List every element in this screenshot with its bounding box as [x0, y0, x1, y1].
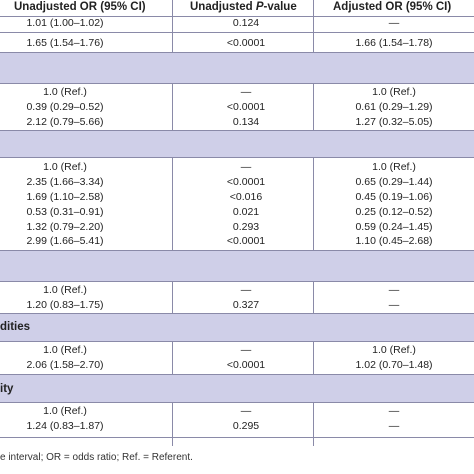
row-divider — [0, 313, 474, 314]
table-row: 0.53 (0.31–0.91) 0.021 0.25 (0.12–0.52) — [26, 206, 433, 218]
table-row: 1.0 (Ref.) — 1.0 (Ref.) — [43, 161, 416, 173]
table-footnote: e interval; OR = odds ratio; Ref. = Refe… — [0, 452, 193, 463]
table-row: 2.99 (1.66–5.41) <0.0001 1.10 (0.45–2.68… — [26, 235, 433, 247]
row-divider — [0, 130, 474, 131]
column-divider — [313, 0, 314, 446]
section-band — [0, 251, 474, 281]
row-divider — [0, 52, 474, 53]
section-band — [0, 53, 474, 83]
row-divider — [0, 250, 474, 251]
table-row: 2.06 (1.58–2.70) <0.0001 1.02 (0.70–1.48… — [26, 359, 433, 371]
table-row: 1.01 (1.00–1.02) 0.124 — — [26, 17, 400, 29]
table-row: 1.65 (1.54–1.76) <0.0001 1.66 (1.54–1.78… — [26, 37, 433, 49]
header-unadjusted-or: Unadjusted OR (95% CI) — [14, 1, 146, 13]
section-band — [0, 314, 474, 341]
table-row: 1.69 (1.10–2.58) <0.016 0.45 (0.19–1.06) — [26, 191, 433, 203]
header-divider — [0, 16, 474, 17]
column-divider — [172, 0, 173, 446]
table-row: 2.35 (1.66–3.34) <0.0001 0.65 (0.29–1.44… — [26, 176, 433, 188]
header-adjusted-or: Adjusted OR (95% CI) — [333, 1, 452, 13]
table-row: 2.12 (0.79–5.66) 0.134 1.27 (0.32–5.05) — [26, 116, 433, 128]
row-divider — [0, 281, 474, 282]
table-row: 1.20 (0.83–1.75) 0.327 — — [26, 299, 400, 311]
table-row: 1.0 (Ref.) — 1.0 (Ref.) — [43, 344, 416, 356]
row-divider — [0, 32, 474, 33]
section-band — [0, 375, 474, 402]
table-row: 1.32 (0.79–2.20) 0.293 0.59 (0.24–1.45) — [26, 221, 433, 233]
table-row: 1.24 (0.83–1.87) 0.295 — — [26, 420, 400, 432]
header-unadjusted-p: Unadjusted P-value — [190, 1, 297, 13]
row-divider — [0, 341, 474, 342]
table-row: 1.0 (Ref.) — — — [43, 284, 400, 296]
table-header: Unadjusted OR (95% CI) Unadjusted P-valu… — [0, 0, 474, 16]
row-divider — [0, 83, 474, 84]
row-divider — [0, 374, 474, 375]
table-bottom-rule — [0, 437, 474, 438]
table-row: 1.0 (Ref.) — — — [43, 405, 400, 417]
table-row: 0.39 (0.29–0.52) <0.0001 0.61 (0.29–1.29… — [26, 101, 433, 113]
row-divider — [0, 157, 474, 158]
section-label: ity — [0, 383, 14, 395]
table-row: 1.0 (Ref.) — 1.0 (Ref.) — [43, 86, 416, 98]
row-divider — [0, 402, 474, 403]
section-band — [0, 131, 474, 157]
section-label: dities — [0, 321, 31, 333]
